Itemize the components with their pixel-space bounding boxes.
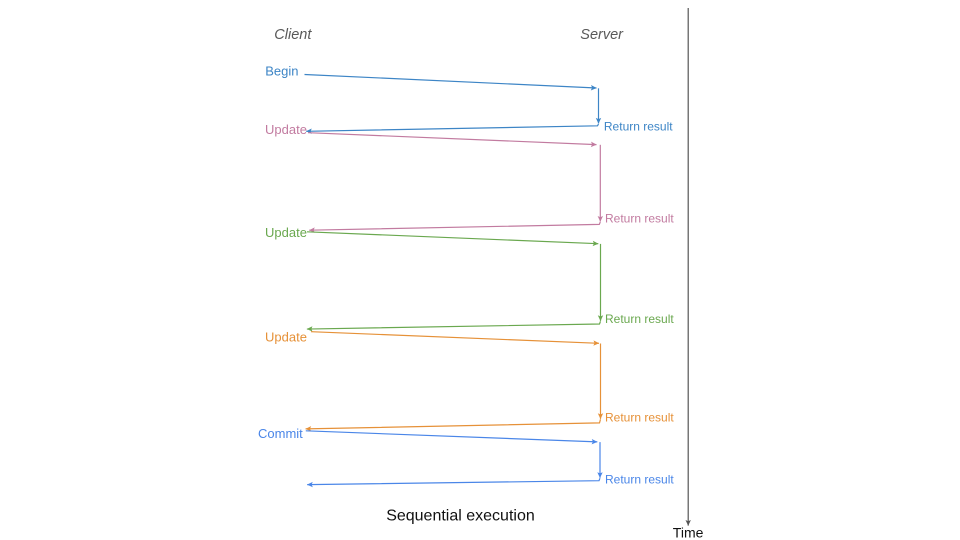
svg-text:Return result: Return result [605,212,674,226]
svg-text:Return result: Return result [605,410,674,424]
svg-text:Return result: Return result [604,119,673,133]
svg-text:Update: Update [265,225,307,240]
svg-text:Commit: Commit [258,426,303,441]
svg-text:Client: Client [274,27,312,43]
svg-text:Return result: Return result [605,473,674,487]
svg-text:Begin: Begin [265,64,298,79]
svg-text:Time: Time [673,525,704,540]
svg-text:Return result: Return result [605,312,674,326]
svg-text:Server: Server [580,27,624,43]
svg-text:Sequential execution: Sequential execution [386,507,535,524]
svg-text:Update: Update [265,330,307,345]
svg-text:Update: Update [265,122,307,137]
